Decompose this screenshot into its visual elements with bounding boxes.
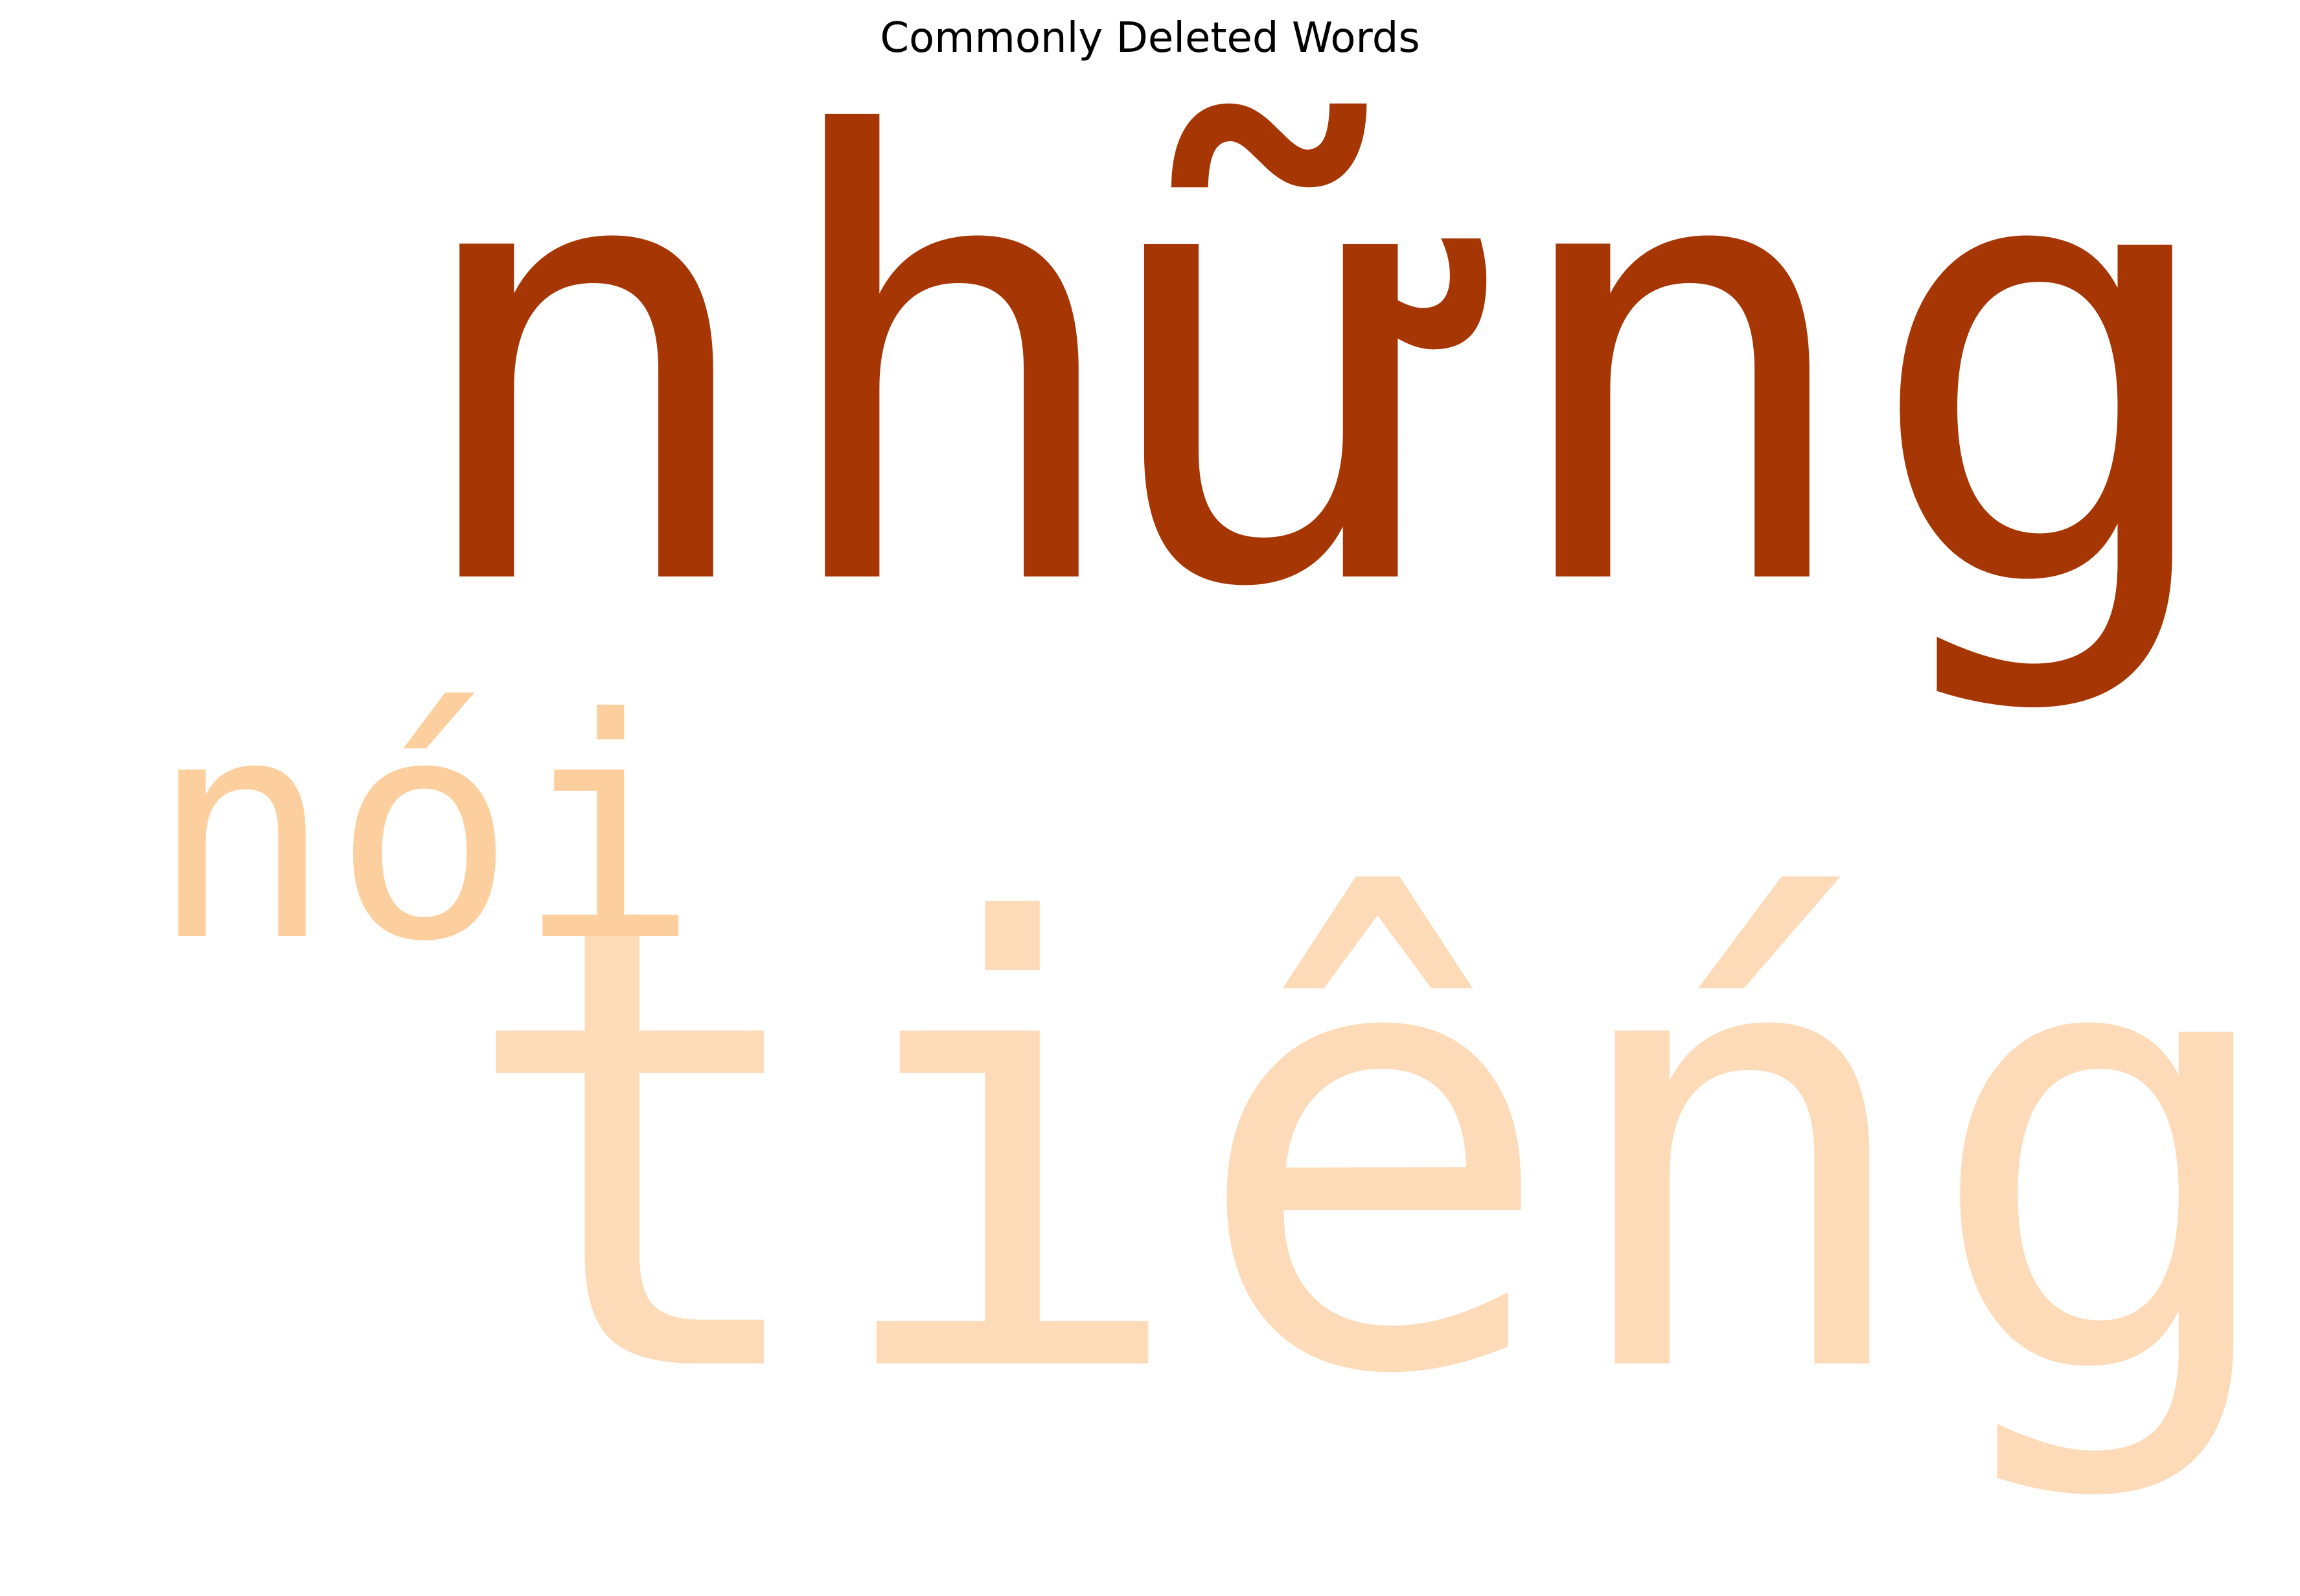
- word-cloud-word: những: [402, 11, 2229, 720]
- word-cloud-word: nói: [150, 654, 700, 1008]
- word-cloud-word: tiếng: [457, 798, 2290, 1507]
- chart-title: Commonly Deleted Words: [880, 14, 1420, 62]
